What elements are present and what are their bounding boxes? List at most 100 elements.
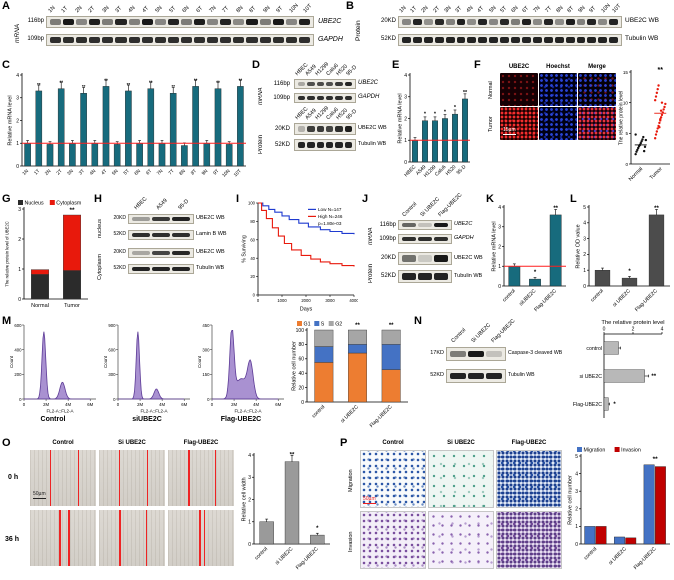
gel-band xyxy=(434,222,448,228)
lane-label: H520 xyxy=(335,106,349,121)
flow-plot-flagube2c: 0 150 300 450 0 2M 4M 6M FL2-A::FL2-A Count xyxy=(196,322,286,414)
gel-band xyxy=(335,81,343,87)
bar xyxy=(549,214,562,287)
i-el: 3N xyxy=(443,4,453,14)
chart-text: 6N xyxy=(133,168,142,177)
gel-band xyxy=(402,255,416,262)
bar-chart-svg: 0 1 2 3 4 Relative mRNA level control siUBE2CFl… xyxy=(492,205,566,313)
bar xyxy=(422,120,428,163)
survival-curve xyxy=(258,202,355,267)
panel-o-header-siube2c: Si UBE2C xyxy=(118,440,146,446)
chart-text: 60 xyxy=(298,357,304,363)
chart-text: 4 xyxy=(248,453,251,459)
chart-text: 1 xyxy=(16,141,19,147)
bar xyxy=(310,534,325,545)
i-el: HBEC xyxy=(133,195,149,211)
chart-text: Relative mRNA level xyxy=(398,93,404,143)
chart-text: 0 xyxy=(575,542,578,548)
chart-text: ** xyxy=(654,206,659,212)
gel-band xyxy=(587,19,597,25)
panel-h-size-2: 52KD xyxy=(113,231,126,237)
bar xyxy=(113,144,121,167)
bar xyxy=(181,145,188,167)
chart-text: 8N xyxy=(178,168,187,177)
wound-edge-line xyxy=(119,510,121,566)
chart-text: 4 xyxy=(661,327,664,333)
gel-band xyxy=(298,142,306,148)
lane-label: 8N xyxy=(234,2,247,14)
wound-edge-line xyxy=(214,450,217,506)
panel-h-blot-2: Lamin B WB xyxy=(196,231,227,237)
gel-band xyxy=(152,266,170,272)
i-el: 2T xyxy=(87,4,97,14)
chart-text: 0 xyxy=(117,402,120,407)
panel-d-lane-labels-protein: HBEC A549 H1299 Calu6 H520 95-D xyxy=(294,105,358,121)
chart-text: 600 xyxy=(108,347,116,352)
gel-band xyxy=(423,37,433,43)
bar-segment xyxy=(31,274,50,300)
gel-band xyxy=(115,19,127,25)
chart-text: % Surviving xyxy=(242,235,248,263)
lane-label: H520 xyxy=(335,62,349,77)
data-point xyxy=(641,138,644,141)
lane-label: Control xyxy=(446,318,467,344)
panel-f-row-tumor: Tumor xyxy=(488,116,494,132)
chart-text: 40 xyxy=(250,256,255,261)
micrograph-normal-hoechst xyxy=(539,73,577,106)
chart-text: 0 xyxy=(498,284,501,290)
panel-b-gel-tubulin xyxy=(398,34,622,46)
gel-band xyxy=(532,37,542,43)
lane-label: Control xyxy=(398,196,418,218)
chart-text: 4M xyxy=(253,402,259,407)
panel-p-scale-bar: 50µm xyxy=(363,496,376,504)
chart-text: ** xyxy=(290,453,295,459)
wound-image-36h-siube2c xyxy=(99,510,165,566)
panel-d-size-4: 52KD xyxy=(274,142,290,148)
panel-n-blot-1: Caspase-3 cleaved WB xyxy=(508,350,563,356)
chart-text: 450 xyxy=(202,323,210,328)
chart-text: 4000 xyxy=(349,298,358,303)
chart-text: 4 xyxy=(575,471,578,477)
i-el: 9T xyxy=(588,4,598,14)
chart-text: Flag-UBE2C xyxy=(634,288,659,313)
panel-j-size-1: 116bp xyxy=(379,222,396,228)
panel-j-gel-gapdh xyxy=(398,234,452,244)
gel-band xyxy=(402,19,411,25)
gel-band xyxy=(298,95,306,101)
chart-text: ** xyxy=(239,77,243,82)
gel-band xyxy=(50,37,62,43)
gel-band xyxy=(325,142,334,148)
gel-band xyxy=(478,37,488,43)
transwell-migration-control xyxy=(360,450,426,508)
lane-label: 1T xyxy=(409,2,420,14)
chart-text: 2 xyxy=(248,497,251,503)
chart-text: 1N xyxy=(21,168,30,177)
i-el: 3T xyxy=(114,4,124,14)
i-el: 2T xyxy=(432,4,441,14)
chart-text: ** xyxy=(69,207,75,214)
panel-h-size-1: 20KD xyxy=(113,215,126,221)
gel-band xyxy=(115,37,127,43)
panel-d-gel-tubulin xyxy=(294,139,356,151)
panel-h-gel-1 xyxy=(128,214,194,224)
panel-j-lane-labels: Control Si UBE2C Flag-UBE2C xyxy=(398,192,463,218)
gel-band xyxy=(246,19,258,25)
micrograph-normal-ube2c xyxy=(500,73,538,106)
data-point xyxy=(657,84,660,87)
gel-band xyxy=(412,19,422,25)
lane-label: 9N xyxy=(577,2,588,14)
panel-b-size-1: 20KD xyxy=(380,18,396,24)
chart-text: 0 xyxy=(19,397,22,402)
lane-label: 5T xyxy=(167,2,180,14)
gel-band xyxy=(316,81,324,87)
chart-text: 95-D xyxy=(456,164,468,176)
chart-text: * xyxy=(628,269,631,275)
gel-band xyxy=(272,37,284,43)
lane-label: 3N xyxy=(100,2,113,14)
chart-text: ** xyxy=(37,82,41,87)
chart-text: ** xyxy=(171,84,175,89)
chart-text: 200 xyxy=(14,372,22,377)
panel-h-letter: H xyxy=(94,193,102,205)
panel-f-header-ube2c: UBE2C xyxy=(508,64,530,70)
